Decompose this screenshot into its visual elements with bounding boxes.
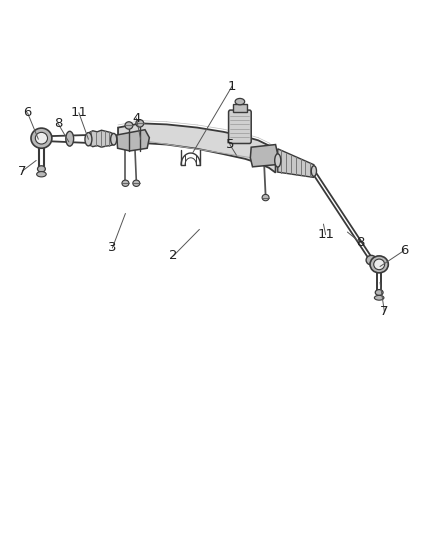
Ellipse shape [35, 132, 47, 144]
Ellipse shape [125, 122, 133, 129]
Ellipse shape [311, 166, 317, 176]
Ellipse shape [85, 133, 92, 146]
Ellipse shape [375, 289, 383, 295]
Text: 11: 11 [71, 106, 87, 119]
Ellipse shape [111, 133, 117, 145]
Ellipse shape [374, 259, 385, 270]
Polygon shape [117, 130, 149, 151]
Polygon shape [118, 123, 276, 173]
Text: 4: 4 [132, 111, 141, 125]
Ellipse shape [366, 255, 377, 265]
Polygon shape [251, 144, 277, 167]
Ellipse shape [133, 180, 140, 187]
Ellipse shape [37, 172, 46, 177]
Polygon shape [278, 149, 314, 177]
Ellipse shape [136, 119, 144, 127]
Ellipse shape [275, 154, 281, 167]
Ellipse shape [262, 195, 269, 201]
Ellipse shape [31, 128, 52, 148]
Text: 1: 1 [228, 80, 237, 93]
Ellipse shape [122, 180, 129, 187]
Ellipse shape [370, 256, 389, 273]
Text: 2: 2 [169, 249, 177, 262]
Ellipse shape [235, 99, 245, 105]
Polygon shape [88, 130, 114, 147]
Text: 6: 6 [23, 106, 32, 119]
Ellipse shape [66, 131, 74, 146]
FancyBboxPatch shape [229, 110, 251, 143]
Text: 6: 6 [400, 244, 408, 257]
Text: 7: 7 [380, 305, 389, 318]
Ellipse shape [374, 295, 384, 300]
Text: 7: 7 [18, 165, 27, 177]
Text: 8: 8 [54, 117, 62, 130]
Polygon shape [233, 104, 247, 112]
Text: 11: 11 [317, 228, 334, 241]
Text: 8: 8 [356, 236, 364, 249]
Text: 3: 3 [108, 241, 117, 254]
Ellipse shape [38, 166, 46, 172]
Text: 5: 5 [226, 138, 234, 151]
